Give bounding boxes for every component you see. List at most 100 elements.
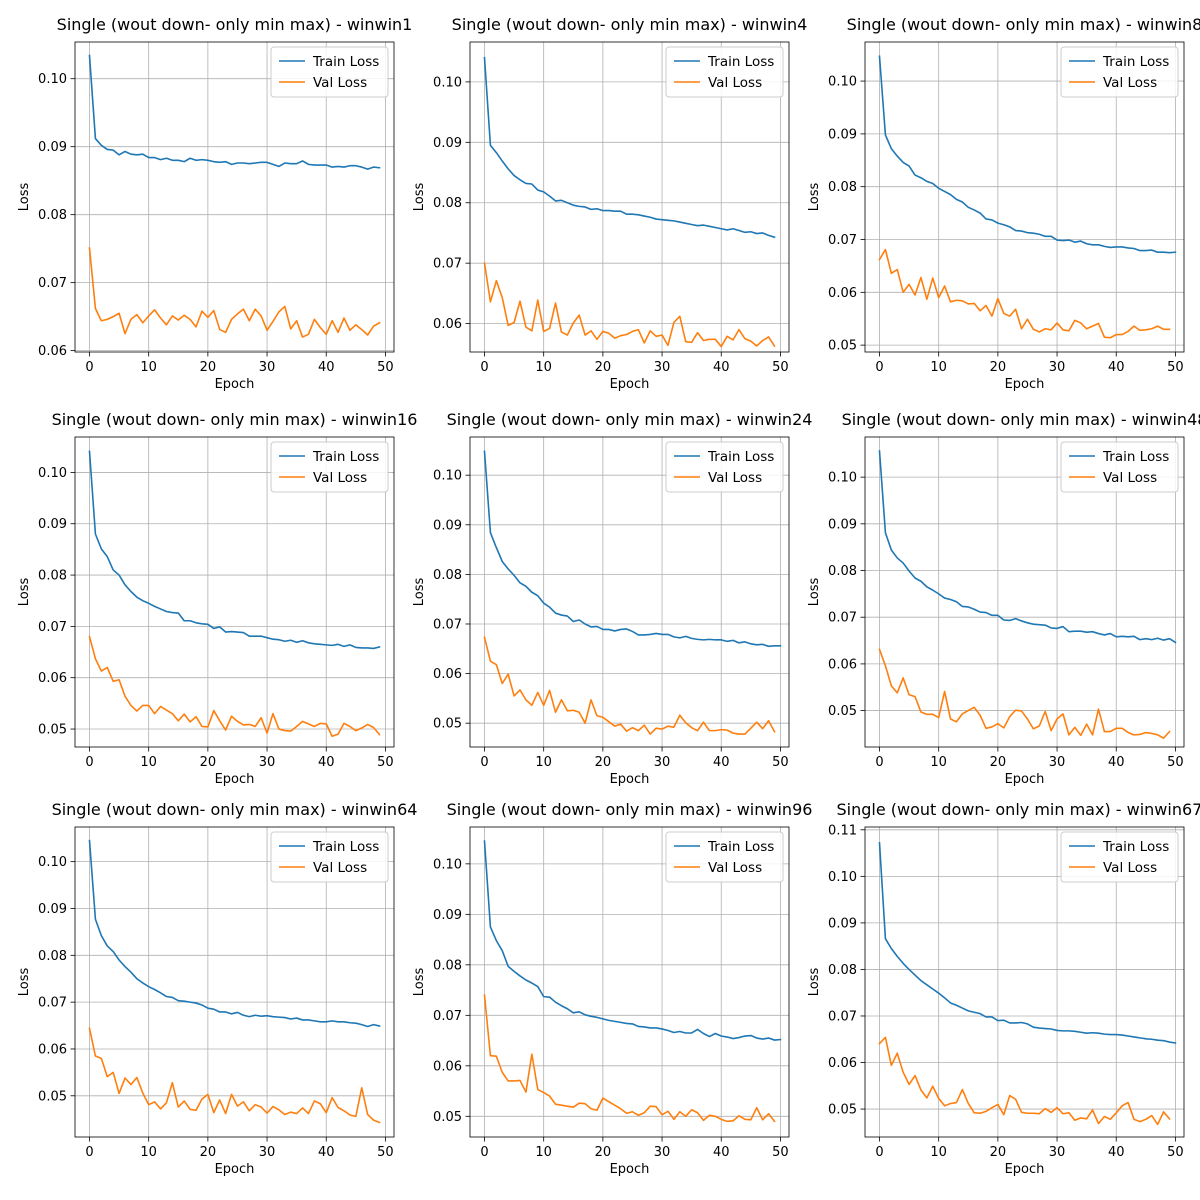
legend-box <box>1060 441 1179 493</box>
y-tick-label: 0.10 <box>38 855 67 870</box>
y-tick-label: 0.07 <box>828 233 857 248</box>
subplot-2: 0 10 20 30 40 50 0.06 0.07 0.08 0.09 0.10 Train Los… <box>412 15 807 392</box>
y-tick-label: 0.08 <box>828 180 857 195</box>
chart-title: Single (wout down- only min max) - winwi… <box>452 15 808 34</box>
y-axis-label: Loss <box>17 183 32 212</box>
x-tick-label: 0 <box>85 1145 93 1160</box>
y-tick-label: 0.07 <box>828 611 857 626</box>
legend-label: Train Loss <box>312 449 379 465</box>
y-tick-label: 0.09 <box>828 517 857 532</box>
y-tick-label: 0.05 <box>433 1110 462 1125</box>
y-tick-label: 0.06 <box>433 667 462 682</box>
legend-box <box>665 46 784 98</box>
x-tick-label: 20 <box>200 360 217 375</box>
plot-frame <box>469 436 790 748</box>
y-tick-label: 0.10 <box>38 72 67 87</box>
x-tick-label: 0 <box>875 755 883 770</box>
chart-title: Single (wout down- only min max) - winwi… <box>57 15 413 34</box>
val-loss-line <box>483 636 776 735</box>
x-tick-label: 50 <box>377 360 394 375</box>
y-tick-label: 0.10 <box>828 870 857 885</box>
y-tick-label: 0.09 <box>828 916 857 931</box>
train-loss-line <box>483 56 776 239</box>
legend-label: Val Loss <box>1103 470 1157 486</box>
x-tick-label: 50 <box>772 360 789 375</box>
x-tick-label: 30 <box>1049 1145 1066 1160</box>
x-tick-label: 40 <box>318 755 335 770</box>
x-tick-label: 30 <box>654 360 671 375</box>
y-tick-label: 0.10 <box>433 469 462 484</box>
legend-label: Train Loss <box>1102 839 1169 855</box>
x-tick-label: 20 <box>595 755 612 770</box>
chart-title: Single (wout down- only min max) - winwi… <box>52 410 418 429</box>
x-tick-label: 50 <box>1167 360 1184 375</box>
x-tick-label: 0 <box>875 360 883 375</box>
legend-box <box>1060 831 1179 883</box>
x-axis-label: Epoch <box>215 377 255 392</box>
chart-title: Single (wout down- only min max) - winwi… <box>847 15 1200 34</box>
y-tick-label: 0.09 <box>433 518 462 533</box>
y-tick-label: 0.06 <box>38 1042 67 1057</box>
legend-label: Val Loss <box>708 860 762 876</box>
x-tick-label: 40 <box>318 360 335 375</box>
x-tick-label: 40 <box>1108 755 1125 770</box>
chart-title: Single (wout down- only min max) - winwi… <box>447 800 813 819</box>
x-axis-label: Epoch <box>610 772 650 787</box>
y-tick-label: 0.05 <box>433 717 462 732</box>
legend-label: Val Loss <box>313 860 367 876</box>
x-tick-label: 0 <box>85 755 93 770</box>
y-tick-label: 0.07 <box>38 996 67 1011</box>
chart-title: Single (wout down- only min max) - winwi… <box>447 410 813 429</box>
y-tick-label: 0.10 <box>433 75 462 90</box>
y-tick-label: 0.06 <box>828 657 857 672</box>
train-loss-line <box>88 54 381 170</box>
legend-box <box>665 831 784 883</box>
legend-box <box>1060 46 1179 98</box>
plot-frame <box>864 826 1185 1138</box>
y-tick-label: 0.10 <box>38 466 67 481</box>
train-loss-line <box>88 839 381 1028</box>
x-tick-label: 50 <box>772 755 789 770</box>
y-tick-label: 0.07 <box>433 617 462 632</box>
subplot-9: 0 10 20 30 40 50 0.05 0.06 0.07 0.08 0.09 0.10 0.11 T… <box>807 800 1200 1177</box>
y-tick-label: 0.06 <box>433 1059 462 1074</box>
x-tick-label: 40 <box>318 1145 335 1160</box>
x-tick-label: 30 <box>1049 755 1066 770</box>
x-axis-label: Epoch <box>610 1162 650 1177</box>
y-tick-label: 0.09 <box>828 127 857 142</box>
x-tick-label: 40 <box>713 1145 730 1160</box>
x-tick-label: 50 <box>1167 755 1184 770</box>
chart-title: Single (wout down- only min max) - winwi… <box>842 410 1200 429</box>
x-tick-label: 20 <box>595 1145 612 1160</box>
x-tick-label: 10 <box>930 1145 947 1160</box>
plot-frame <box>864 41 1185 353</box>
y-tick-label: 0.07 <box>433 257 462 272</box>
val-loss-line <box>483 262 776 348</box>
val-loss-line <box>878 1036 1171 1126</box>
plot-frame <box>74 41 395 353</box>
y-tick-label: 0.06 <box>828 1056 857 1071</box>
legend-label: Val Loss <box>1103 860 1157 876</box>
val-loss-line <box>878 648 1171 739</box>
y-axis-label: Loss <box>807 183 822 212</box>
x-tick-label: 10 <box>140 360 157 375</box>
y-tick-label: 0.09 <box>38 140 67 155</box>
x-axis-label: Epoch <box>1005 377 1045 392</box>
x-tick-label: 50 <box>377 755 394 770</box>
subplot-4: 0 10 20 30 40 50 0.05 0.06 0.07 0.08 0.09 0.10 Train… <box>17 410 417 787</box>
y-tick-label: 0.07 <box>38 620 67 635</box>
legend-label: Val Loss <box>313 470 367 486</box>
plot-frame <box>74 436 395 748</box>
val-loss-line <box>88 635 381 738</box>
subplot-6: 0 10 20 30 40 50 0.05 0.06 0.07 0.08 0.09 0.10 Train… <box>807 410 1200 787</box>
subplot-7: 0 10 20 30 40 50 0.05 0.06 0.07 0.08 0.09 0.10 Train… <box>17 800 417 1177</box>
y-tick-label: 0.08 <box>38 208 67 223</box>
val-loss-line <box>878 248 1171 339</box>
plot-frame <box>469 826 790 1138</box>
y-tick-label: 0.09 <box>38 517 67 532</box>
x-tick-label: 20 <box>595 360 612 375</box>
legend-label: Train Loss <box>1102 449 1169 465</box>
y-axis-label: Loss <box>17 578 32 607</box>
chart-title: Single (wout down- only min max) - winwi… <box>836 800 1200 819</box>
x-tick-label: 10 <box>535 1145 552 1160</box>
